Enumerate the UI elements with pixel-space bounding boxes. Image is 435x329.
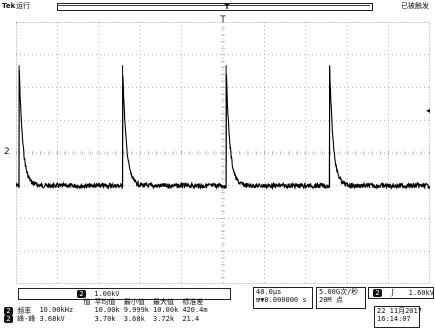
header-stddev: 标准差 [182, 298, 204, 306]
graticule-border [16, 22, 430, 284]
header-value: 值 [83, 298, 91, 306]
graticule [16, 22, 430, 284]
measurement-table: 值 平均值 最小值 最大值 标准差 2 频率 10.00kHz 10.00k 9… [2, 298, 230, 328]
trigger-position-marker[interactable]: T [220, 15, 226, 25]
trigger-level-marker[interactable]: ◂ [426, 106, 431, 115]
record-window [58, 5, 370, 8]
measurement-mean: 10.00k [94, 306, 120, 314]
measurement-max: 3.72k [153, 314, 175, 323]
acquisition-state: 运行 [16, 2, 30, 10]
measurement-value: 3.68kV [39, 314, 65, 323]
measurement-stddev: 420.4m [182, 306, 208, 314]
trigger-level: 1.60kV [408, 289, 434, 297]
channel-2-badge: 2 [4, 306, 13, 315]
delay-icon: ⊞ [256, 296, 261, 304]
measurement-min: 3.68k [123, 314, 145, 323]
channel-2-badge: 2 [4, 315, 13, 323]
brand-label: Tek [2, 2, 16, 10]
record-length: 20M 点 [319, 296, 343, 304]
channel-ground-marker[interactable]: 2 [4, 147, 10, 157]
sample-rate-readout[interactable]: 5.00G次/秒 20M 点 [316, 287, 366, 309]
date: 22 11月2017 [377, 307, 422, 315]
status-bar: Tek 运行 T 已被触发 [0, 0, 435, 14]
measurement-header-row: 值 平均值 最小值 最大值 标准差 [2, 298, 210, 307]
sample-rate: 5.00G次/秒 [319, 288, 359, 296]
record-view-bar[interactable]: T [57, 3, 373, 11]
measurement-max: 10.00k [153, 306, 179, 314]
channel-2-badge: 2 [77, 290, 86, 298]
trigger-readout[interactable]: 2 ∫ 1.60kV [368, 287, 434, 299]
trigger-source-badge: 2 [373, 289, 382, 297]
timebase-readout[interactable]: 40.0μs ⊞▼0.000000 s [253, 287, 313, 309]
rising-edge-icon: ∫ [390, 289, 395, 297]
horizontal-position: ▼0.000000 s [260, 296, 307, 304]
record-trigger-marker: T [224, 3, 230, 11]
measurement-stddev: 21.4 [182, 314, 200, 323]
measurement-value: 10.00kHz [39, 306, 74, 314]
measurement-min: 9.999k [123, 306, 150, 314]
time-per-div: 40.0μs [256, 288, 282, 296]
measurement-mean: 3.70k [94, 314, 116, 323]
channel-scale-value: 1.00kV [94, 290, 120, 298]
datetime-readout: 22 11月2017 16:14:07 [374, 306, 422, 328]
channel-scale-readout[interactable]: 2 1.00kV [18, 288, 231, 300]
trigger-status: 已被触发 [401, 2, 429, 10]
measurement-row[interactable]: 2 频率 10.00kHz 10.00k 9.999k 10.00k 420.4… [2, 306, 210, 316]
waveform-trace [16, 66, 430, 191]
measurement-name: 频率 [17, 306, 32, 315]
measurement-row[interactable]: 2 峰-峰 3.68kV 3.70k 3.68k 3.72k 21.4 [2, 315, 210, 324]
time: 16:14:07 [377, 315, 411, 323]
header-mean: 平均值 [94, 298, 116, 306]
header-min: 最小值 [123, 298, 145, 306]
readout-area: 2 1.00kV 值 平均值 最小值 最大值 标准差 2 频率 10.00kHz… [0, 285, 435, 329]
header-max: 最大值 [153, 298, 175, 306]
measurement-name: 峰-峰 [17, 315, 36, 323]
